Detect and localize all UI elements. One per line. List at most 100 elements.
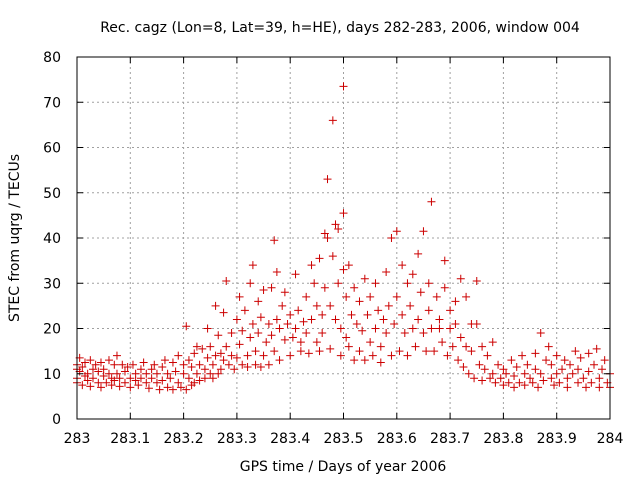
x-tick-label: 283.1 xyxy=(110,431,150,447)
data-point xyxy=(286,310,295,319)
data-point xyxy=(464,369,473,378)
data-point xyxy=(163,383,172,392)
data-point xyxy=(382,329,391,338)
data-point xyxy=(307,315,316,324)
data-point xyxy=(400,329,409,338)
data-point xyxy=(104,356,113,365)
data-point xyxy=(560,356,569,365)
data-point xyxy=(542,356,551,365)
data-point xyxy=(323,234,332,242)
data-point xyxy=(198,344,207,353)
data-point xyxy=(291,324,300,333)
data-point xyxy=(238,326,247,335)
data-point xyxy=(414,315,423,324)
y-tick-label: 70 xyxy=(43,95,61,111)
data-point xyxy=(550,381,559,390)
data-point xyxy=(208,360,217,369)
data-point xyxy=(526,374,535,383)
data-point xyxy=(390,319,399,328)
y-tick-label: 10 xyxy=(43,367,61,383)
data-point xyxy=(392,292,401,301)
data-point xyxy=(83,369,92,378)
data-point xyxy=(544,342,553,351)
data-point xyxy=(470,374,479,383)
data-point xyxy=(299,317,308,326)
data-point xyxy=(94,367,103,376)
x-tick-label: 283.3 xyxy=(217,431,257,447)
data-point xyxy=(371,324,380,333)
data-point xyxy=(334,279,343,288)
data-point xyxy=(310,279,319,288)
data-point xyxy=(144,384,153,393)
data-point xyxy=(334,224,343,233)
data-point xyxy=(86,356,95,365)
data-point xyxy=(414,249,423,258)
data-point xyxy=(248,261,257,270)
x-tick-label: 283.7 xyxy=(430,431,470,447)
data-point xyxy=(448,342,457,351)
data-point xyxy=(456,274,465,283)
data-point xyxy=(366,292,375,301)
data-point xyxy=(568,369,577,378)
data-point xyxy=(304,349,313,358)
data-point xyxy=(355,347,364,356)
data-point xyxy=(398,261,407,270)
data-point xyxy=(584,349,593,358)
data-point xyxy=(536,369,545,378)
data-point xyxy=(302,292,311,301)
data-point xyxy=(302,329,311,338)
data-point xyxy=(446,324,455,333)
data-point xyxy=(126,374,135,383)
data-point xyxy=(488,369,497,378)
data-point xyxy=(339,209,348,218)
data-point xyxy=(182,385,191,394)
data-point xyxy=(131,376,140,385)
data-point xyxy=(323,175,332,184)
data-point xyxy=(254,329,263,338)
data-point xyxy=(120,378,129,387)
data-point xyxy=(427,324,436,333)
data-point xyxy=(315,347,324,356)
data-point xyxy=(155,385,164,394)
data-point xyxy=(102,378,111,387)
data-point xyxy=(552,369,561,378)
data-point xyxy=(499,365,508,374)
data-point xyxy=(232,315,241,324)
data-point xyxy=(440,283,449,292)
data-point xyxy=(376,342,385,351)
data-point xyxy=(595,383,604,392)
data-point xyxy=(120,367,129,376)
data-point xyxy=(344,261,353,270)
data-point xyxy=(438,338,447,347)
data-point xyxy=(592,344,601,353)
data-point xyxy=(312,301,321,310)
data-point xyxy=(256,313,265,322)
data-point xyxy=(88,374,97,383)
data-point xyxy=(230,365,239,374)
data-point xyxy=(248,319,257,328)
x-tick-label: 283.8 xyxy=(483,431,523,447)
data-point xyxy=(296,338,305,347)
data-point xyxy=(280,335,289,344)
data-point xyxy=(187,362,196,371)
data-point xyxy=(227,329,236,338)
data-point xyxy=(451,297,460,306)
data-point xyxy=(528,378,537,387)
data-point xyxy=(174,378,183,387)
data-point xyxy=(222,342,231,351)
data-point xyxy=(576,353,585,362)
data-point xyxy=(392,227,401,236)
data-point xyxy=(326,301,335,310)
data-point xyxy=(558,365,567,374)
data-point xyxy=(280,288,289,297)
data-point xyxy=(115,382,124,391)
data-point xyxy=(168,358,177,367)
data-point xyxy=(403,351,412,360)
data-point xyxy=(112,351,121,360)
data-point xyxy=(358,326,367,335)
data-point xyxy=(510,372,519,381)
data-point xyxy=(595,374,604,383)
data-point xyxy=(566,360,575,369)
data-point xyxy=(150,360,159,369)
data-point xyxy=(286,351,295,360)
